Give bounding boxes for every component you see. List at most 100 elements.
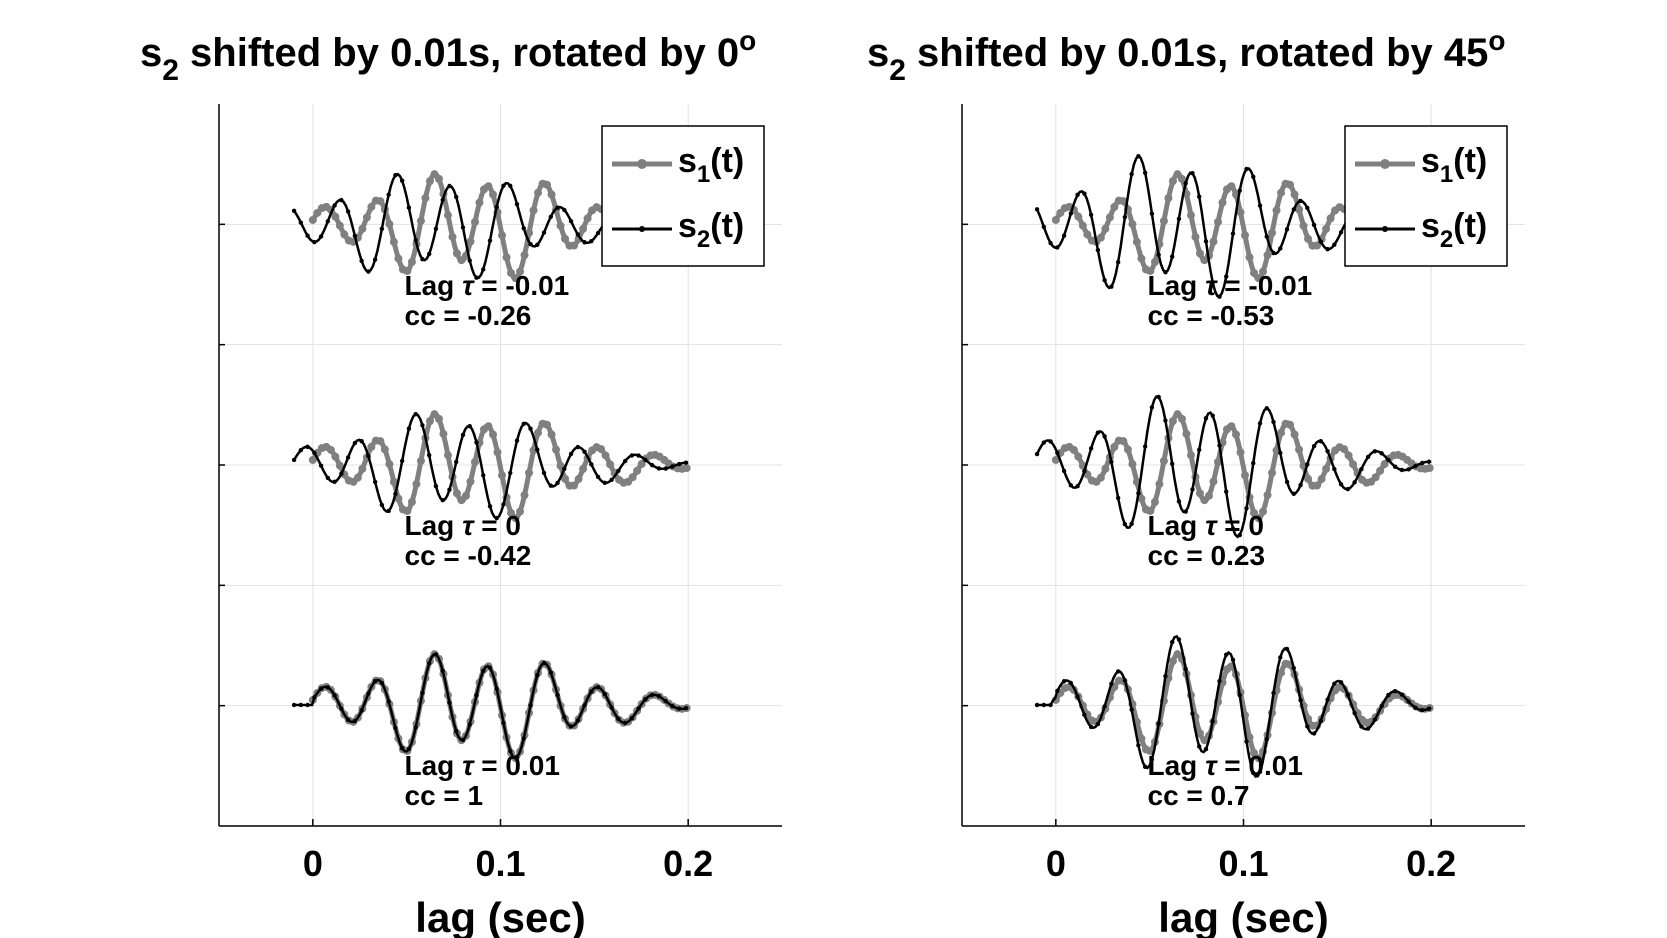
annotation-cc: cc = -0.53 <box>1148 300 1275 331</box>
s2-marker <box>332 203 337 208</box>
s2-marker <box>332 693 337 698</box>
s1-marker <box>380 445 389 454</box>
s1-marker <box>1159 216 1168 225</box>
s2-marker <box>1305 724 1310 729</box>
s2-marker <box>1284 227 1290 232</box>
s2-marker <box>1318 718 1324 724</box>
s2-marker <box>1264 234 1269 239</box>
s2-marker <box>345 209 351 214</box>
s1-marker <box>1268 228 1277 237</box>
s1-marker <box>534 188 543 197</box>
s2-marker <box>649 462 655 468</box>
s2-marker <box>494 204 499 210</box>
s2-marker <box>1095 721 1101 727</box>
s2-marker <box>352 440 358 446</box>
s2-marker <box>460 225 466 230</box>
s2-marker <box>1338 230 1344 235</box>
s2-marker <box>393 725 398 731</box>
s2-marker <box>1203 416 1209 421</box>
s1-marker <box>682 464 691 473</box>
s2-marker <box>372 479 378 485</box>
s2-marker <box>366 453 371 459</box>
s1-marker <box>534 428 543 437</box>
s2-marker <box>1197 194 1202 199</box>
s2-marker <box>372 679 378 684</box>
s2-marker <box>514 438 520 443</box>
s2-marker <box>440 497 445 503</box>
s2-marker <box>1190 171 1195 176</box>
s1-marker <box>543 420 552 429</box>
s2-marker <box>1413 463 1418 469</box>
s2-marker <box>1210 719 1215 724</box>
s2-marker <box>595 230 601 236</box>
s1-marker <box>1277 668 1286 677</box>
annotation-cc: cc = 0.23 <box>1148 540 1266 571</box>
s2-marker <box>568 219 574 224</box>
s1-marker <box>1182 429 1191 438</box>
s2-marker <box>1311 731 1317 736</box>
s1-marker <box>335 221 344 230</box>
s1-marker <box>1083 230 1092 239</box>
s2-marker <box>1197 447 1202 452</box>
s1-marker <box>1340 445 1349 454</box>
s1-marker <box>470 457 479 466</box>
s2-marker <box>1129 707 1134 712</box>
s1-marker <box>1295 205 1304 214</box>
s1-marker <box>637 460 646 469</box>
s1-marker <box>1259 507 1268 516</box>
s2-marker <box>521 736 526 741</box>
s1-line <box>310 411 688 522</box>
s1-marker <box>367 202 376 211</box>
s1-marker <box>1344 451 1353 460</box>
s2-marker <box>616 468 621 473</box>
s2-marker <box>541 230 547 235</box>
x-tick-label: 0 <box>1046 843 1066 884</box>
s2-marker <box>1129 171 1134 177</box>
legend-label-s2: s2(t) <box>678 207 744 253</box>
s2-marker <box>1055 688 1060 694</box>
s1-marker <box>1277 428 1286 437</box>
annotation-lag-right-1: Lag τ = -0.01 cc = -0.53 <box>1148 270 1313 331</box>
s2-marker <box>1034 207 1040 212</box>
s2-marker <box>548 214 553 219</box>
x-tick-label: 0 <box>303 843 323 884</box>
s2-marker <box>447 183 452 189</box>
s2-marker <box>1176 637 1182 642</box>
legend-marker <box>639 226 645 232</box>
legend-right: s1(t) s2(t) <box>1344 125 1508 267</box>
s2-marker <box>298 220 304 225</box>
s2-marker <box>595 474 601 480</box>
s2-marker <box>426 661 432 666</box>
s2-marker <box>616 716 621 722</box>
s2-marker <box>1068 680 1074 686</box>
s2-marker <box>454 729 459 734</box>
s2-marker <box>1230 526 1236 531</box>
s2-marker <box>636 453 641 458</box>
s2-marker <box>291 457 297 463</box>
s1-marker <box>1254 514 1263 523</box>
s2-marker <box>568 724 574 729</box>
s1-marker <box>1110 202 1119 211</box>
s1-marker <box>1299 221 1308 230</box>
s2-marker <box>683 706 689 711</box>
s2-marker <box>379 502 385 508</box>
s1-marker <box>439 429 448 438</box>
s1-marker <box>1227 422 1236 431</box>
s2-marker <box>1068 211 1074 216</box>
s2-marker <box>1149 211 1155 216</box>
s2-marker <box>663 466 668 471</box>
s1-marker <box>403 266 412 275</box>
s2-marker <box>514 202 520 207</box>
s1-marker <box>326 445 335 454</box>
s2-marker <box>1379 703 1384 709</box>
s2-marker <box>1311 222 1317 228</box>
s2-marker <box>359 438 364 444</box>
s1-marker <box>461 491 470 500</box>
s1-marker <box>1177 414 1186 423</box>
s2-marker <box>481 267 486 272</box>
s2-marker <box>366 269 371 274</box>
s1-marker <box>1241 471 1250 480</box>
s2-marker <box>1061 468 1067 474</box>
s1-marker <box>367 442 376 451</box>
